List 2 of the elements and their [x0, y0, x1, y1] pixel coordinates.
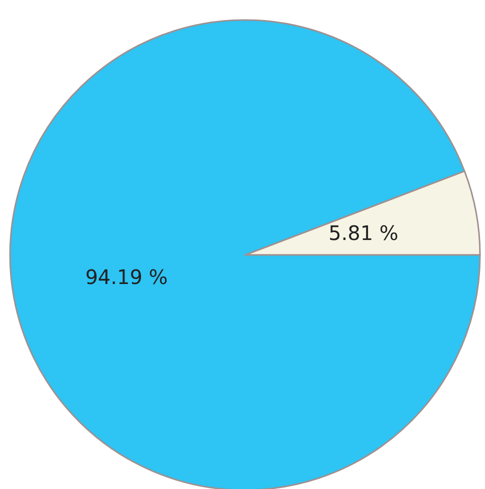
data-label: 5.81 % — [328, 221, 398, 246]
data-label: 94.19 % — [85, 264, 168, 289]
